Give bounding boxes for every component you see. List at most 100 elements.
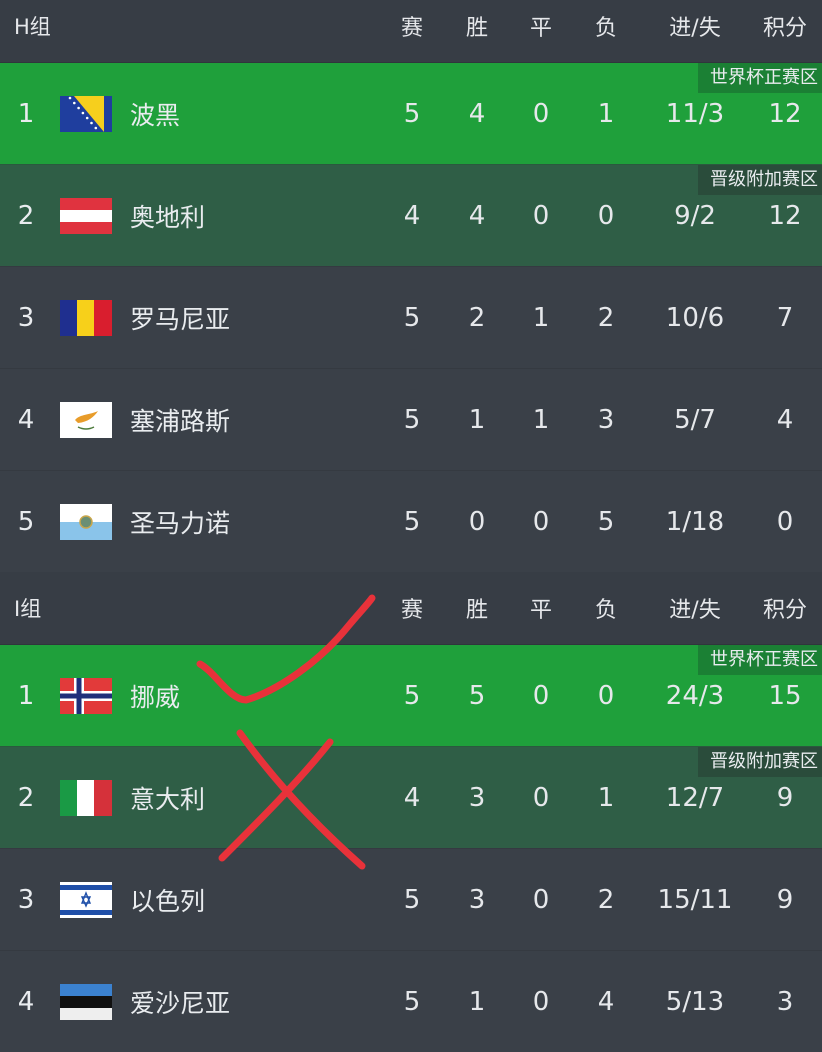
- stat-played: 5: [403, 506, 421, 537]
- stat-played: 5: [403, 404, 421, 435]
- stat-goals: 12/7: [665, 782, 725, 813]
- rank: 1: [17, 680, 35, 711]
- rank: 4: [17, 986, 35, 1017]
- stat-drawn: 0: [532, 200, 550, 231]
- group-name: I组: [14, 597, 42, 621]
- stat-played: 5: [403, 98, 421, 129]
- column-header-lost: 负: [594, 16, 618, 41]
- stat-goals: 15/11: [657, 884, 733, 915]
- stat-points: 9: [776, 884, 794, 915]
- standings-row[interactable]: 世界杯正赛区 1 波黑 5 4 0 1 11/3 12: [0, 63, 822, 164]
- stat-lost: 2: [597, 302, 615, 333]
- stat-drawn: 1: [532, 404, 550, 435]
- stat-points: 12: [768, 200, 802, 231]
- column-header-goals: 进/失: [669, 16, 721, 41]
- standings-row[interactable]: 世界杯正赛区 1 挪威 5 5 0 0 24/3 15: [0, 645, 822, 746]
- stat-lost: 4: [597, 986, 615, 1017]
- column-header-points: 积分: [762, 598, 808, 623]
- stat-won: 4: [468, 98, 486, 129]
- flag-cyprus-icon: [60, 401, 112, 438]
- team-name[interactable]: 奥地利: [130, 202, 206, 232]
- column-header-drawn: 平: [529, 16, 553, 41]
- stat-drawn: 0: [532, 506, 550, 537]
- team-name[interactable]: 爱沙尼亚: [130, 988, 231, 1018]
- column-header-lost: 负: [594, 598, 618, 623]
- stat-drawn: 0: [532, 782, 550, 813]
- column-header-goals: 进/失: [669, 598, 721, 623]
- stat-won: 1: [468, 986, 486, 1017]
- stat-goals: 5/13: [665, 986, 725, 1017]
- stat-won: 3: [468, 782, 486, 813]
- column-header-drawn: 平: [529, 598, 553, 623]
- standings-row[interactable]: 4 爱沙尼亚 5 1 0 4 5/13 3: [0, 950, 822, 1052]
- group-header: H组 赛 胜 平 负 进/失 积分: [0, 0, 822, 63]
- stat-points: 3: [776, 986, 794, 1017]
- stat-points: 12: [768, 98, 802, 129]
- zone-badge: 世界杯正赛区: [698, 63, 822, 93]
- column-header-played: 赛: [400, 598, 424, 623]
- stat-points: 7: [776, 302, 794, 333]
- stat-played: 5: [403, 986, 421, 1017]
- stat-lost: 5: [597, 506, 615, 537]
- stat-drawn: 0: [532, 884, 550, 915]
- stat-goals: 11/3: [665, 98, 725, 129]
- column-header-played: 赛: [400, 16, 424, 41]
- rank: 1: [17, 98, 35, 129]
- flag-romania-icon: [60, 299, 112, 336]
- zone-badge: 晋级附加赛区: [698, 165, 822, 195]
- team-name[interactable]: 波黑: [130, 100, 181, 130]
- standings-row[interactable]: 4 塞浦路斯 5 1 1 3 5/7 4: [0, 368, 822, 470]
- stat-lost: 0: [597, 200, 615, 231]
- stat-won: 1: [468, 404, 486, 435]
- stat-played: 5: [403, 884, 421, 915]
- stat-lost: 3: [597, 404, 615, 435]
- stat-lost: 1: [597, 782, 615, 813]
- rank: 3: [17, 302, 35, 333]
- flag-norway-icon: [60, 677, 112, 714]
- rank: 4: [17, 404, 35, 435]
- team-name[interactable]: 圣马力诺: [130, 508, 231, 538]
- team-name[interactable]: 以色列: [130, 886, 206, 916]
- stat-points: 0: [776, 506, 794, 537]
- standings-row[interactable]: 晋级附加赛区 2 奥地利 4 4 0 0 9/2 12: [0, 164, 822, 266]
- stat-goals: 1/18: [665, 506, 725, 537]
- rank: 3: [17, 884, 35, 915]
- stat-drawn: 0: [532, 98, 550, 129]
- flag-estonia-icon: [60, 983, 112, 1020]
- stat-lost: 1: [597, 98, 615, 129]
- zone-badge: 世界杯正赛区: [698, 645, 822, 675]
- column-header-won: 胜: [465, 598, 489, 623]
- rank: 2: [17, 200, 35, 231]
- team-name[interactable]: 挪威: [130, 682, 181, 712]
- stat-lost: 2: [597, 884, 615, 915]
- team-name[interactable]: 意大利: [130, 784, 206, 814]
- standings-row[interactable]: 3 罗马尼亚 5 2 1 2 10/6 7: [0, 266, 822, 368]
- team-name[interactable]: 罗马尼亚: [130, 304, 231, 334]
- stat-goals: 10/6: [665, 302, 725, 333]
- stat-goals: 9/2: [674, 200, 716, 231]
- flag-austria-icon: [60, 197, 112, 234]
- stat-drawn: 1: [532, 302, 550, 333]
- group-name: H组: [14, 15, 51, 39]
- flag-san-marino-icon: [60, 503, 112, 540]
- stat-points: 9: [776, 782, 794, 813]
- stat-drawn: 0: [532, 680, 550, 711]
- standings-row[interactable]: 5 圣马力诺 5 0 0 5 1/18 0: [0, 470, 822, 572]
- stat-won: 2: [468, 302, 486, 333]
- stat-points: 15: [768, 680, 802, 711]
- stat-won: 4: [468, 200, 486, 231]
- flag-israel-icon: [60, 881, 112, 918]
- team-name[interactable]: 塞浦路斯: [130, 406, 231, 436]
- column-header-points: 积分: [762, 16, 808, 41]
- flag-italy-icon: [60, 779, 112, 816]
- stat-played: 4: [403, 200, 421, 231]
- standings-row[interactable]: 晋级附加赛区 2 意大利 4 3 0 1 12/7 9: [0, 746, 822, 848]
- stat-played: 4: [403, 782, 421, 813]
- standings-row[interactable]: 3 以色列 5 3 0 2 15/11 9: [0, 848, 822, 950]
- flag-bosnia-icon: [60, 95, 112, 132]
- zone-badge: 晋级附加赛区: [698, 747, 822, 777]
- stat-won: 0: [468, 506, 486, 537]
- stat-goals: 24/3: [665, 680, 725, 711]
- stat-drawn: 0: [532, 986, 550, 1017]
